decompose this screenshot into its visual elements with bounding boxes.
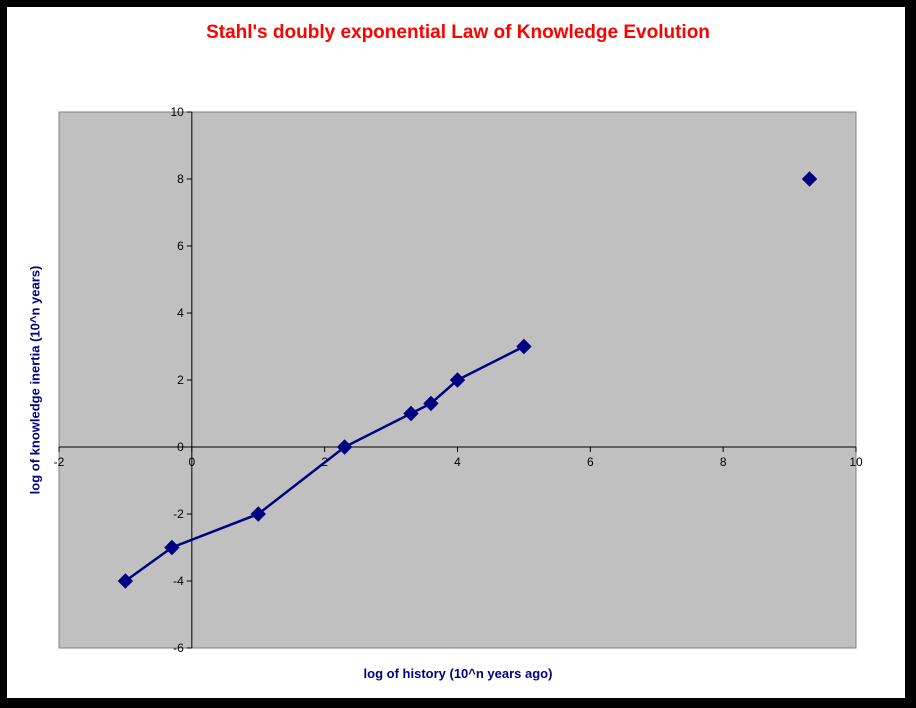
x-axis-title: log of history (10^n years ago)	[363, 666, 553, 681]
series-line	[124, 345, 525, 583]
y-tick-label: 10	[170, 105, 184, 119]
data-point-diamond	[250, 506, 266, 522]
data-point-diamond	[403, 405, 419, 422]
data-point-diamond	[423, 395, 439, 412]
x-tick-label: 8	[720, 455, 727, 469]
y-tick-label: -6	[173, 641, 184, 655]
y-tick-label: 8	[177, 172, 184, 186]
data-point-diamond	[516, 338, 532, 355]
chart-title: Stahl's doubly exponential Law of Knowle…	[206, 22, 710, 43]
x-tick-label: 4	[454, 455, 461, 469]
data-point-diamond	[164, 539, 180, 556]
y-tick-label: 2	[177, 373, 184, 387]
y-tick-label: -4	[173, 574, 184, 588]
data-point-diamond	[801, 171, 818, 187]
x-tick-label: 10	[849, 455, 863, 469]
series-group	[117, 171, 818, 589]
y-axis-title: log of knowledge inertia (10^n years)	[27, 265, 43, 495]
x-tick-label: -2	[54, 455, 65, 469]
x-tick-label: 6	[587, 455, 594, 469]
y-tick-label: 4	[177, 306, 184, 320]
y-tick-label: 0	[177, 440, 184, 454]
y-tick-label: 6	[177, 239, 184, 253]
x-tick-label: 0	[188, 455, 195, 469]
data-point-diamond	[117, 573, 134, 589]
data-point-diamond	[449, 372, 466, 388]
data-point-diamond	[336, 439, 353, 455]
y-tick-label: -2	[173, 507, 184, 521]
